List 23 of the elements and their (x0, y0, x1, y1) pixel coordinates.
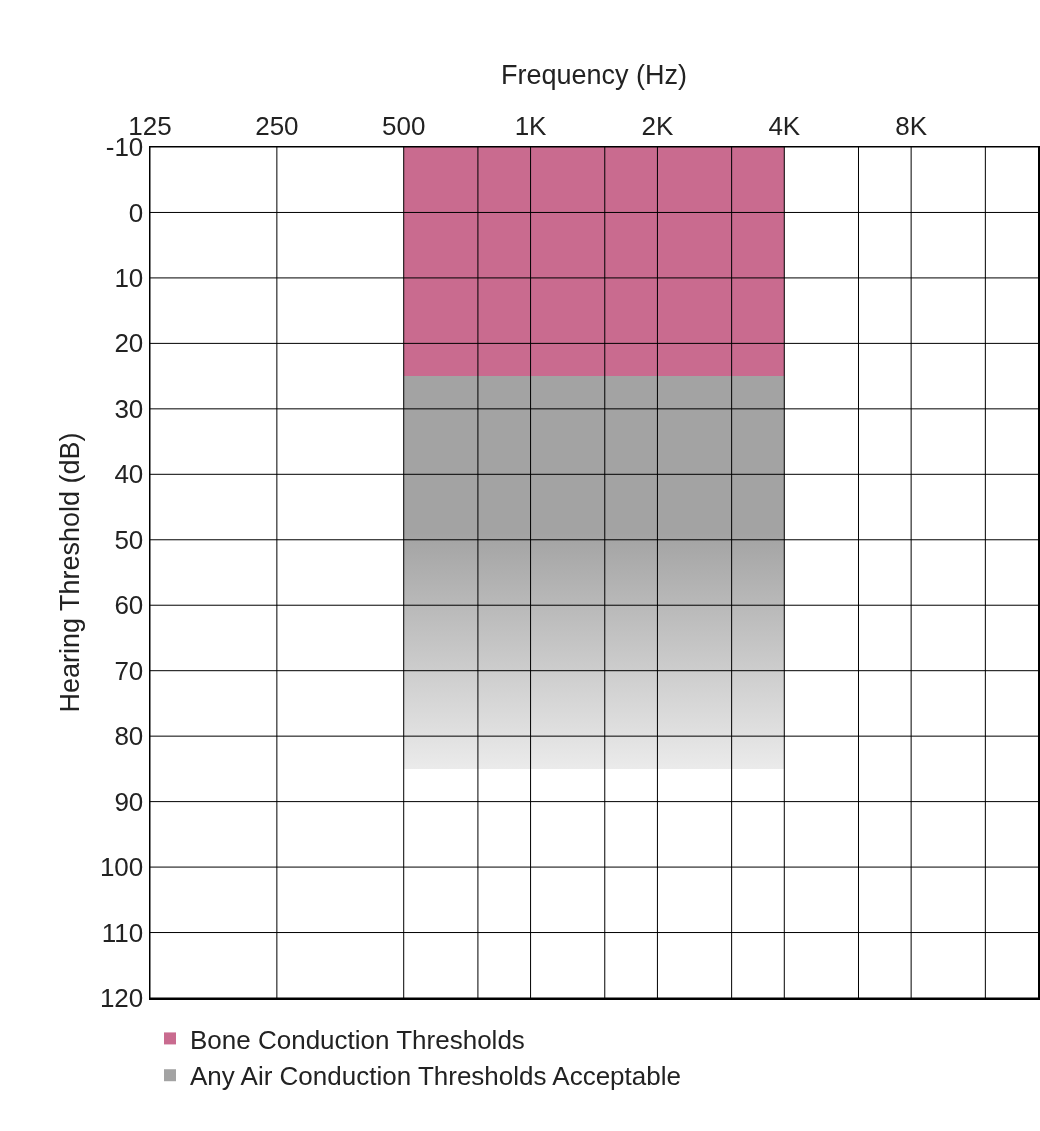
y-tick-label: 90 (114, 786, 144, 817)
legend-label: Bone Conduction Thresholds (190, 1024, 525, 1055)
x-tick-label: 1K (514, 111, 548, 142)
y-tick-label: 100 (99, 852, 144, 883)
x-axis-title: Frequency (Hz) (500, 60, 688, 91)
x-tick-label: 2K (641, 111, 674, 142)
y-tick-label: 0 (128, 197, 144, 228)
y-axis-title: Hearing Threshold (dB) (55, 432, 86, 713)
x-tick-label: 8K (895, 111, 928, 142)
y-tick-label: 110 (101, 917, 144, 948)
y-tick-label: 30 (114, 393, 144, 424)
x-tick-label: 4K (768, 111, 801, 142)
y-tick-label: 20 (114, 328, 144, 359)
x-tick-label: 250 (255, 111, 299, 142)
legend-label: Any Air Conduction Thresholds Acceptable (190, 1061, 681, 1092)
y-tick-label: 120 (99, 983, 144, 1014)
y-tick-label: 40 (114, 459, 144, 490)
x-tick-label: 500 (382, 111, 426, 142)
y-tick-label: 10 (114, 263, 144, 294)
y-tick-label: 50 (114, 524, 144, 555)
y-tick-label: 70 (114, 655, 144, 686)
y-tick-label: 60 (114, 590, 144, 621)
y-tick-label: 80 (114, 721, 144, 752)
